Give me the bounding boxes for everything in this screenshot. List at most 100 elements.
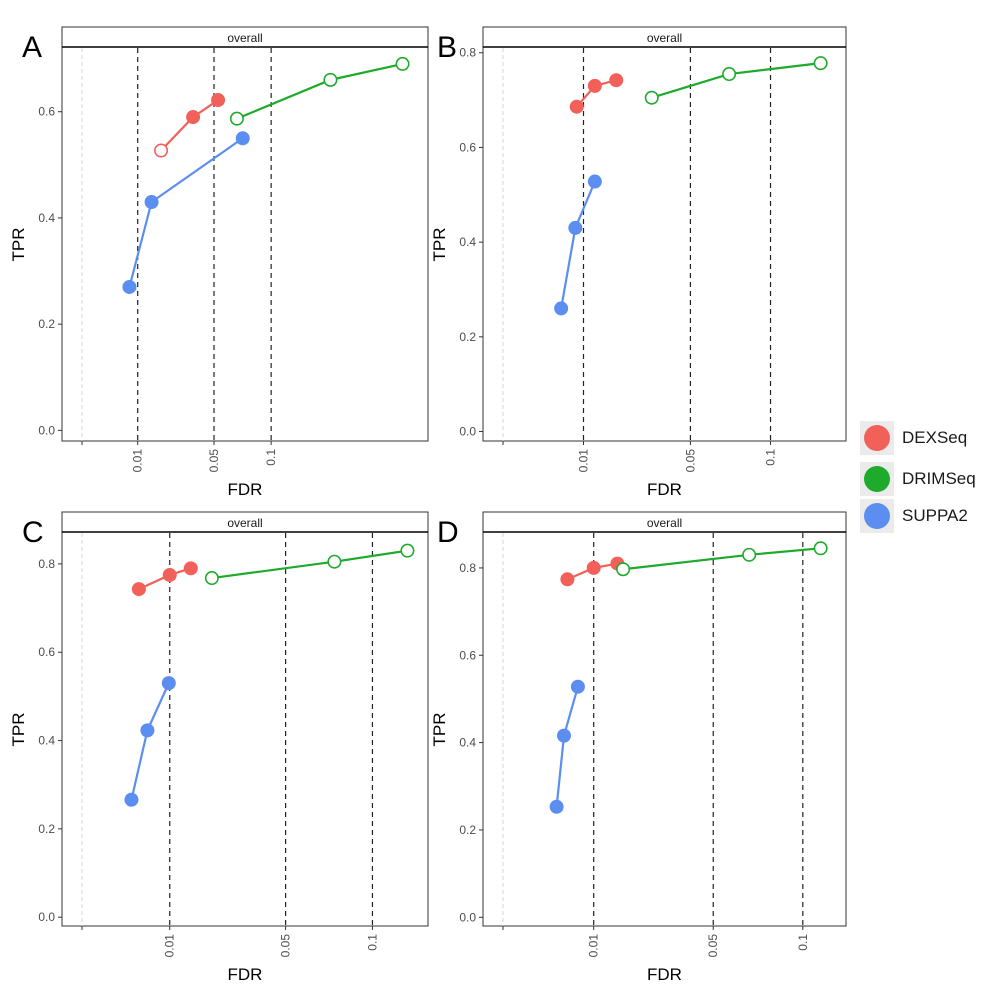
data-point-dexseq xyxy=(609,73,624,88)
data-point-dexseq xyxy=(587,78,602,93)
y-tick-label: 0.4 xyxy=(459,235,476,249)
data-point-drimseq xyxy=(323,72,338,87)
y-tick-label: 0.8 xyxy=(459,46,476,60)
data-point-suppa2 xyxy=(140,723,155,738)
data-point-dexseq xyxy=(586,560,601,575)
facet-strip-title: overall xyxy=(227,31,262,45)
data-point-suppa2 xyxy=(556,728,571,743)
data-point-suppa2 xyxy=(235,131,250,146)
data-point-drimseq xyxy=(395,56,410,71)
y-tick-label: 0.6 xyxy=(38,105,55,119)
x-tick-label: 0.1 xyxy=(365,934,379,951)
y-axis-title: TPR xyxy=(9,228,28,262)
data-point-dexseq xyxy=(131,582,146,597)
legend-key-drimseq xyxy=(860,462,894,496)
y-axis-title: TPR xyxy=(430,228,449,262)
data-point-dexseq xyxy=(162,567,177,582)
data-point-suppa2 xyxy=(568,220,583,235)
y-tick-label: 0.8 xyxy=(38,557,55,571)
y-tick-label: 0.4 xyxy=(38,211,55,225)
x-tick-label: 0.05 xyxy=(207,449,221,473)
data-point-suppa2 xyxy=(570,679,585,694)
y-tick-label: 0.0 xyxy=(459,425,476,439)
data-point-drimseq xyxy=(327,554,342,569)
y-tick-label: 0.0 xyxy=(38,423,55,437)
data-point-suppa2 xyxy=(122,279,137,294)
legend-item-suppa2: SUPPA2 xyxy=(860,499,990,533)
x-axis-title: FDR xyxy=(228,480,263,499)
plot-area xyxy=(61,511,429,927)
x-tick-label: 0.1 xyxy=(264,449,278,466)
y-axis-title: TPR xyxy=(430,713,449,747)
y-tick-label: 0.6 xyxy=(459,140,476,154)
y-axis-title: TPR xyxy=(9,713,28,747)
data-point-dexseq xyxy=(211,93,226,108)
y-tick-label: 0.8 xyxy=(459,561,476,575)
panel-letter-a: A xyxy=(22,31,42,64)
x-tick-label: 0.01 xyxy=(576,449,590,473)
legend-label-drimseq: DRIMSeq xyxy=(902,469,976,488)
y-tick-label: 0.2 xyxy=(459,823,476,837)
x-axis-title: FDR xyxy=(228,965,263,984)
data-point-suppa2 xyxy=(161,676,176,691)
legend-label-suppa2: SUPPA2 xyxy=(902,506,968,525)
x-tick-label: 0.1 xyxy=(796,934,810,951)
data-point-drimseq xyxy=(742,547,757,562)
panel-letter-b: B xyxy=(437,31,457,64)
facet-strip-title: overall xyxy=(647,516,682,530)
data-point-dexseq xyxy=(186,110,201,125)
data-point-dexseq xyxy=(183,561,198,576)
panel-letter-c: C xyxy=(22,516,44,549)
y-tick-label: 0.0 xyxy=(459,910,476,924)
legend-swatch-suppa2 xyxy=(864,503,890,529)
data-point-suppa2 xyxy=(549,799,564,814)
facet-strip-title: overall xyxy=(227,516,262,530)
y-tick-label: 0.6 xyxy=(38,645,55,659)
plot-area xyxy=(482,26,847,442)
x-tick-label: 0.01 xyxy=(587,934,601,958)
data-point-drimseq xyxy=(813,56,828,71)
data-point-dexseq xyxy=(560,572,575,587)
data-point-suppa2 xyxy=(144,195,159,210)
y-tick-label: 0.2 xyxy=(38,317,55,331)
legend-item-drimseq: DRIMSeq xyxy=(860,462,990,496)
legend-key-dexseq xyxy=(860,421,894,455)
y-tick-label: 0.4 xyxy=(38,734,55,748)
data-point-dexseq xyxy=(569,99,584,114)
legend-key-suppa2 xyxy=(860,499,894,533)
data-point-drimseq xyxy=(813,541,828,556)
plot-area xyxy=(482,511,847,927)
data-point-drimseq xyxy=(229,111,244,126)
plot-area xyxy=(61,26,429,442)
y-tick-label: 0.6 xyxy=(459,648,476,662)
data-point-suppa2 xyxy=(124,792,139,807)
y-tick-label: 0.4 xyxy=(459,736,476,750)
data-point-suppa2 xyxy=(554,301,569,316)
data-point-drimseq xyxy=(722,67,737,82)
panel-letter-d: D xyxy=(437,516,459,549)
x-tick-label: 0.05 xyxy=(683,449,697,473)
facet-strip-title: overall xyxy=(647,31,682,45)
legend-swatch-dexseq xyxy=(864,425,890,451)
data-point-suppa2 xyxy=(587,174,602,189)
x-tick-label: 0.1 xyxy=(764,449,778,466)
data-point-drimseq xyxy=(616,562,631,577)
x-tick-label: 0.05 xyxy=(706,934,720,958)
data-point-drimseq xyxy=(400,543,415,558)
y-tick-label: 0.2 xyxy=(459,330,476,344)
legend-label-dexseq: DEXSeq xyxy=(902,428,968,447)
y-tick-label: 0.2 xyxy=(38,822,55,836)
x-tick-label: 0.01 xyxy=(163,934,177,958)
x-tick-label: 0.05 xyxy=(279,934,293,958)
x-axis-title: FDR xyxy=(647,965,682,984)
data-point-drimseq xyxy=(644,90,659,105)
x-tick-label: 0.01 xyxy=(131,449,145,473)
data-point-drimseq xyxy=(204,571,219,586)
x-axis-title: FDR xyxy=(647,480,682,499)
legend-swatch-drimseq xyxy=(864,466,890,492)
